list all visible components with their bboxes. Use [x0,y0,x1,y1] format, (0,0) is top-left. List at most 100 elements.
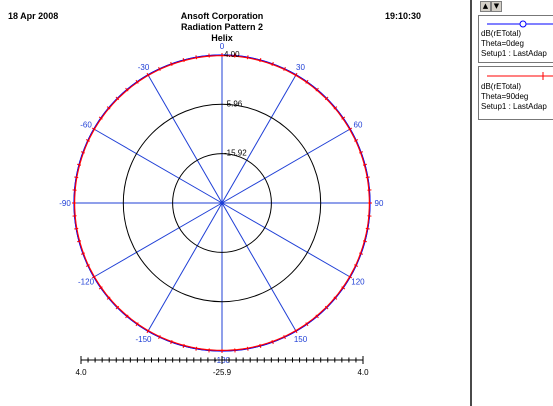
series-marker [359,252,364,255]
series-marker [146,329,150,334]
spoke-line [93,202,223,278]
design-name: Helix [211,33,233,43]
series-marker [76,163,82,166]
series-marker [115,96,120,101]
series-marker [333,296,338,300]
series-marker [76,240,82,243]
series-marker [283,335,286,340]
series-marker [315,314,319,319]
series-marker [146,72,150,77]
series-marker [333,106,338,110]
series-marker [246,346,249,351]
scroll-up-icon[interactable]: ▲ [480,1,491,12]
series-marker [170,61,173,66]
ring-value-label: -15.92 [224,149,247,158]
series-marker [135,322,139,327]
series-marker [98,286,103,290]
series-marker [106,296,111,300]
angle-tick-label: 90 [375,199,384,208]
series-marker [98,116,103,120]
series-marker [182,343,185,349]
series-marker [341,116,346,120]
plot-title: Radiation Pattern 2 [180,22,263,32]
series-marker [91,127,96,131]
series-marker [324,96,329,101]
scale-bar-label: -25.9 [213,368,232,377]
series-marker [74,227,79,230]
legend-param: Theta=0deg [481,39,524,48]
panel-divider [470,0,472,406]
series-marker [135,79,139,84]
series-marker [80,151,85,154]
spoke-line [147,202,223,332]
series-marker [315,87,319,92]
angle-tick-label: -120 [78,278,95,287]
series-marker [91,275,96,279]
legend-line-red-plus [487,72,553,80]
legend-param: Theta=90deg [481,92,529,101]
angle-tick-label: -150 [135,335,152,344]
scroll-down-icon[interactable]: ▼ [491,1,502,12]
series-marker [74,176,79,179]
series-marker [362,163,368,166]
series-marker [158,335,161,340]
spoke-line [93,128,223,204]
series-marker [259,343,262,349]
spoke-line [147,74,223,204]
series-marker [354,264,359,267]
series-marker [115,305,120,310]
series-marker [365,227,370,230]
ring-value-label: -5.96 [224,99,243,108]
legend-panel: ▲ ▼ dB(rETotal) Theta=0deg Setup1 : Last… [478,0,553,406]
series-marker [271,340,274,345]
series-marker [182,57,185,63]
legend-entry-theta-90[interactable]: dB(rETotal) Theta=90deg Setup1 : LastAda… [478,66,553,120]
series-marker [354,139,359,142]
series-marker [125,314,129,319]
angle-tick-label: 150 [294,335,308,344]
series-marker [195,55,198,60]
series-marker [294,72,298,77]
angle-tick-label: -90 [59,199,71,208]
series-marker [305,322,309,327]
series-marker [195,346,198,351]
angle-tick-label: -30 [138,63,150,72]
grid-ring [122,103,322,303]
series-marker [246,55,249,60]
legend-setup: Setup1 : LastAdap [481,102,547,111]
series-marker [80,252,85,255]
series-marker [294,329,298,334]
angle-tick-label: 0 [220,42,225,51]
radiation-pattern-plot: 0306090120150-180-150-120-90-60-304.00-5… [59,42,384,377]
series-marker [85,139,90,142]
series-marker [365,176,370,179]
series-marker [125,87,129,92]
grid-ring [172,153,272,253]
series-marker [348,127,353,131]
plot-title-block: Ansoft Corporation Radiation Pattern 2 H… [150,11,294,44]
angle-tick-label: 30 [296,63,305,72]
spoke-line [221,202,297,332]
spoke-line [221,128,351,204]
series-marker [158,66,161,71]
series-marker [359,151,364,154]
date-label: 18 Apr 2008 [8,11,59,21]
series-marker [324,305,329,310]
ring-value-label: 4.00 [224,50,240,59]
angle-tick-label: 120 [351,278,365,287]
series-marker [259,57,262,63]
series-marker [362,240,368,243]
spoke-line [221,202,351,278]
series-marker [341,286,346,290]
legend-entry-theta-0[interactable]: dB(rETotal) Theta=0deg Setup1 : LastAdap [478,15,553,63]
series-marker [283,66,286,71]
series-marker [271,61,274,66]
time-label: 19:10:30 [385,11,422,21]
spoke-line [221,74,297,204]
scale-bar-label: 4.0 [357,368,369,377]
series-marker [305,79,309,84]
angle-tick-label: -60 [80,121,92,130]
scale-bar-label: 4.0 [75,368,87,377]
legend-quantity: dB(rETotal) [481,29,522,38]
angle-tick-label: 60 [354,121,363,130]
